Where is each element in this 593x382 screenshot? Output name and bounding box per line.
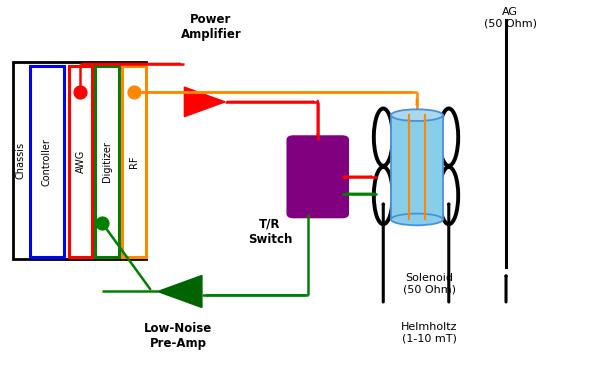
Bar bbox=[69, 66, 92, 257]
Ellipse shape bbox=[374, 167, 393, 224]
Text: AWG: AWG bbox=[75, 150, 85, 173]
Bar bbox=[122, 66, 146, 257]
Bar bbox=[13, 62, 146, 259]
Text: Low-Noise
Pre-Amp: Low-Noise Pre-Amp bbox=[144, 322, 212, 350]
Text: Controller: Controller bbox=[42, 138, 52, 186]
Text: Solenoid
(50 Ohm): Solenoid (50 Ohm) bbox=[403, 272, 456, 294]
Ellipse shape bbox=[439, 108, 458, 166]
Text: RF: RF bbox=[129, 155, 139, 168]
Ellipse shape bbox=[391, 214, 443, 225]
Text: Chassis: Chassis bbox=[15, 142, 25, 179]
Ellipse shape bbox=[391, 109, 443, 121]
Polygon shape bbox=[158, 275, 202, 308]
Polygon shape bbox=[184, 87, 225, 117]
Text: Helmholtz
(1-10 mT): Helmholtz (1-10 mT) bbox=[401, 322, 458, 343]
Text: Power
Amplifier: Power Amplifier bbox=[180, 13, 241, 41]
Bar bbox=[30, 66, 64, 257]
Point bbox=[129, 89, 139, 96]
Bar bbox=[95, 66, 119, 257]
FancyBboxPatch shape bbox=[286, 135, 349, 218]
Ellipse shape bbox=[439, 167, 458, 224]
Bar bbox=[391, 115, 443, 219]
Text: Digitizer: Digitizer bbox=[102, 141, 112, 182]
Point bbox=[97, 220, 107, 226]
Ellipse shape bbox=[374, 108, 393, 166]
Text: AG
(50 Ohm): AG (50 Ohm) bbox=[484, 7, 537, 29]
Text: T/R
Switch: T/R Switch bbox=[248, 217, 292, 246]
Point bbox=[76, 89, 85, 96]
